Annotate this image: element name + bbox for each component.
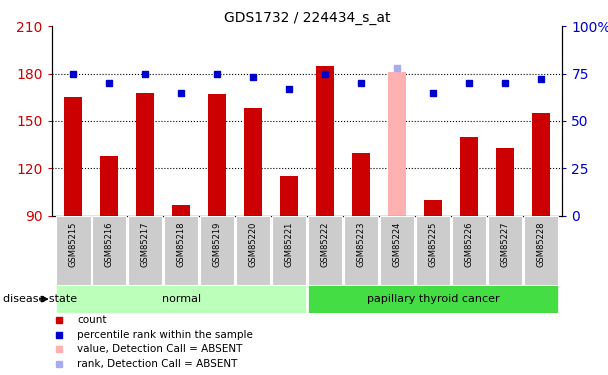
Bar [172,205,190,216]
Bar [244,108,262,216]
Bar [236,216,271,285]
Text: rank, Detection Call = ABSENT: rank, Detection Call = ABSENT [77,359,238,369]
Text: GSM85224: GSM85224 [392,221,401,267]
Bar [56,285,306,313]
Text: GSM85215: GSM85215 [69,221,78,267]
Text: GSM85218: GSM85218 [177,221,185,267]
Bar [272,216,306,285]
Text: papillary thyroid cancer: papillary thyroid cancer [367,294,499,304]
Text: GSM85228: GSM85228 [536,221,545,267]
Text: GSM85225: GSM85225 [429,221,437,267]
Bar [280,176,298,216]
Text: GSM85226: GSM85226 [465,221,474,267]
Bar [379,216,414,285]
Text: GSM85221: GSM85221 [285,221,294,267]
Bar [452,216,486,285]
Bar [64,97,82,216]
Bar [388,72,406,216]
Text: GSM85220: GSM85220 [249,221,258,267]
Bar [200,216,235,285]
Text: disease state: disease state [3,294,77,304]
Bar [460,137,478,216]
Bar [164,216,198,285]
Bar [316,66,334,216]
Bar [128,216,162,285]
Bar [56,216,91,285]
Text: normal: normal [162,294,201,304]
Text: GSM85227: GSM85227 [500,221,510,267]
Bar [496,148,514,216]
Text: count: count [77,315,107,326]
Bar [136,93,154,216]
Bar [92,216,126,285]
Bar [488,216,522,285]
Text: GSM85216: GSM85216 [105,221,114,267]
Text: GSM85217: GSM85217 [140,221,150,267]
Text: GSM85222: GSM85222 [320,221,330,267]
Bar [344,216,378,285]
Bar [523,216,558,285]
Bar [308,216,342,285]
Bar [532,113,550,216]
Bar [208,94,226,216]
Title: GDS1732 / 224434_s_at: GDS1732 / 224434_s_at [224,11,390,25]
Bar [308,285,558,313]
Bar [100,156,118,216]
Bar [352,153,370,216]
Text: percentile rank within the sample: percentile rank within the sample [77,330,253,340]
Bar [416,216,450,285]
Text: GSM85223: GSM85223 [356,221,365,267]
Text: value, Detection Call = ABSENT: value, Detection Call = ABSENT [77,345,243,354]
Bar [424,200,442,216]
Text: GSM85219: GSM85219 [213,221,222,267]
